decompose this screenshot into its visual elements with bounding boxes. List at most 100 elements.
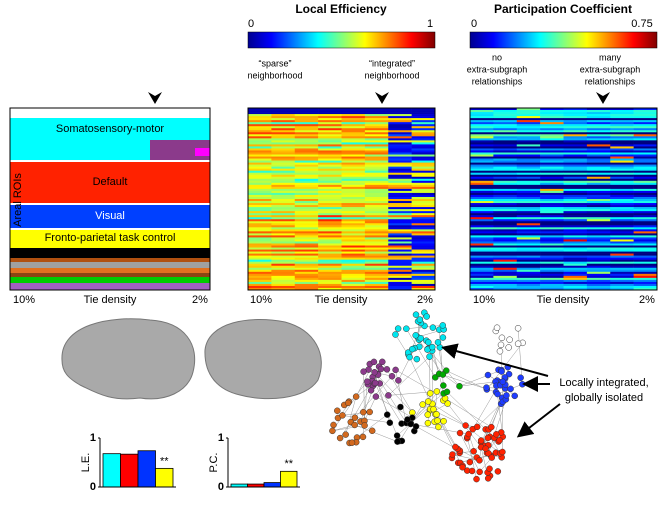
cell — [342, 213, 366, 215]
cell — [342, 205, 366, 207]
cell — [365, 274, 389, 276]
node — [384, 366, 390, 372]
cell — [470, 189, 494, 191]
cell — [470, 152, 494, 154]
cell — [295, 276, 319, 278]
cell — [634, 217, 658, 219]
cell — [540, 163, 564, 165]
cell — [634, 173, 658, 175]
cell — [470, 110, 494, 112]
cell — [493, 152, 517, 154]
cell — [295, 231, 319, 233]
cell — [610, 205, 634, 207]
cell — [388, 171, 412, 173]
cell — [248, 286, 272, 288]
edge — [376, 397, 412, 418]
cell — [388, 138, 412, 140]
node — [387, 420, 393, 426]
cell — [342, 193, 366, 195]
cell — [248, 175, 272, 177]
band-label: Default — [93, 176, 128, 188]
cell — [517, 138, 541, 140]
cell — [634, 280, 658, 282]
node — [440, 322, 446, 328]
cell — [318, 286, 342, 288]
cell — [540, 130, 564, 132]
cell — [610, 189, 634, 191]
cell — [248, 268, 272, 270]
cell — [610, 274, 634, 276]
cell — [248, 207, 272, 209]
node — [430, 325, 436, 331]
cell — [318, 195, 342, 197]
cell — [318, 250, 342, 252]
cell — [248, 241, 272, 243]
cell — [412, 128, 436, 130]
cell — [587, 138, 611, 140]
note: extra-subgraph — [580, 64, 641, 74]
cell — [412, 140, 436, 142]
cell — [388, 264, 412, 266]
cell — [470, 199, 494, 201]
cell — [493, 163, 517, 165]
cell — [564, 175, 588, 177]
cell — [470, 239, 494, 241]
cell — [470, 148, 494, 150]
cell — [610, 248, 634, 250]
cell — [388, 179, 412, 181]
cell — [634, 134, 658, 136]
cell — [248, 282, 272, 284]
cell — [517, 268, 541, 270]
cell — [271, 229, 295, 231]
cell — [470, 169, 494, 171]
cell — [587, 260, 611, 262]
cell — [540, 144, 564, 146]
node — [334, 408, 340, 414]
node — [503, 392, 509, 398]
node — [339, 412, 345, 418]
cell — [318, 235, 342, 237]
cell — [540, 161, 564, 163]
cell — [365, 203, 389, 205]
cell — [587, 134, 611, 136]
node — [440, 383, 446, 389]
cell — [564, 155, 588, 157]
cell — [564, 130, 588, 132]
cell — [470, 250, 494, 252]
cell — [493, 197, 517, 199]
cell — [540, 169, 564, 171]
cell — [318, 209, 342, 211]
cell — [517, 199, 541, 201]
cell — [412, 246, 436, 248]
cell — [470, 197, 494, 199]
cell — [540, 132, 564, 134]
cell — [318, 155, 342, 157]
cell — [517, 243, 541, 245]
cell — [540, 197, 564, 199]
cell — [342, 177, 366, 179]
cell — [365, 276, 389, 278]
cell — [388, 126, 412, 128]
cell — [295, 179, 319, 181]
cell — [318, 173, 342, 175]
cell — [540, 223, 564, 225]
cell — [564, 266, 588, 268]
cell — [587, 221, 611, 223]
cell — [318, 148, 342, 150]
cell — [540, 262, 564, 264]
cell — [587, 211, 611, 213]
cell — [517, 246, 541, 248]
cell — [318, 256, 342, 258]
cell — [271, 193, 295, 195]
cell — [318, 213, 342, 215]
cell — [388, 239, 412, 241]
cell — [517, 177, 541, 179]
node — [392, 332, 398, 338]
cell — [295, 233, 319, 235]
cell — [610, 203, 634, 205]
cell — [610, 163, 634, 165]
cell — [342, 157, 366, 159]
cell — [248, 179, 272, 181]
cell — [493, 199, 517, 201]
cell — [493, 144, 517, 146]
